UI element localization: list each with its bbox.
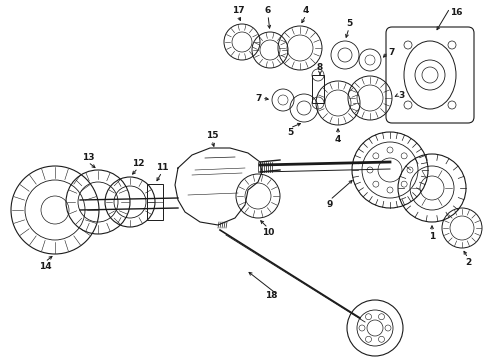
Text: 15: 15 bbox=[206, 131, 218, 140]
Text: 3: 3 bbox=[398, 90, 404, 99]
Text: 8: 8 bbox=[317, 63, 323, 72]
Text: 2: 2 bbox=[465, 258, 471, 267]
Text: 14: 14 bbox=[39, 262, 51, 271]
Bar bbox=[312, 75, 324, 103]
Text: 7: 7 bbox=[388, 48, 394, 57]
Text: 13: 13 bbox=[82, 153, 94, 162]
Text: 1: 1 bbox=[429, 232, 435, 241]
Text: 6: 6 bbox=[265, 6, 271, 15]
Text: 7: 7 bbox=[256, 94, 262, 103]
Text: 18: 18 bbox=[266, 291, 278, 300]
Text: 4: 4 bbox=[303, 6, 309, 15]
Text: 5: 5 bbox=[346, 19, 352, 28]
Text: 10: 10 bbox=[262, 228, 274, 237]
Text: 9: 9 bbox=[327, 200, 333, 209]
Text: 16: 16 bbox=[450, 8, 463, 17]
Text: 12: 12 bbox=[132, 159, 144, 168]
Text: 17: 17 bbox=[232, 6, 245, 15]
Text: 5: 5 bbox=[287, 128, 293, 137]
Text: 11: 11 bbox=[156, 163, 168, 172]
Bar bbox=[147, 184, 163, 220]
Text: 4: 4 bbox=[335, 135, 341, 144]
